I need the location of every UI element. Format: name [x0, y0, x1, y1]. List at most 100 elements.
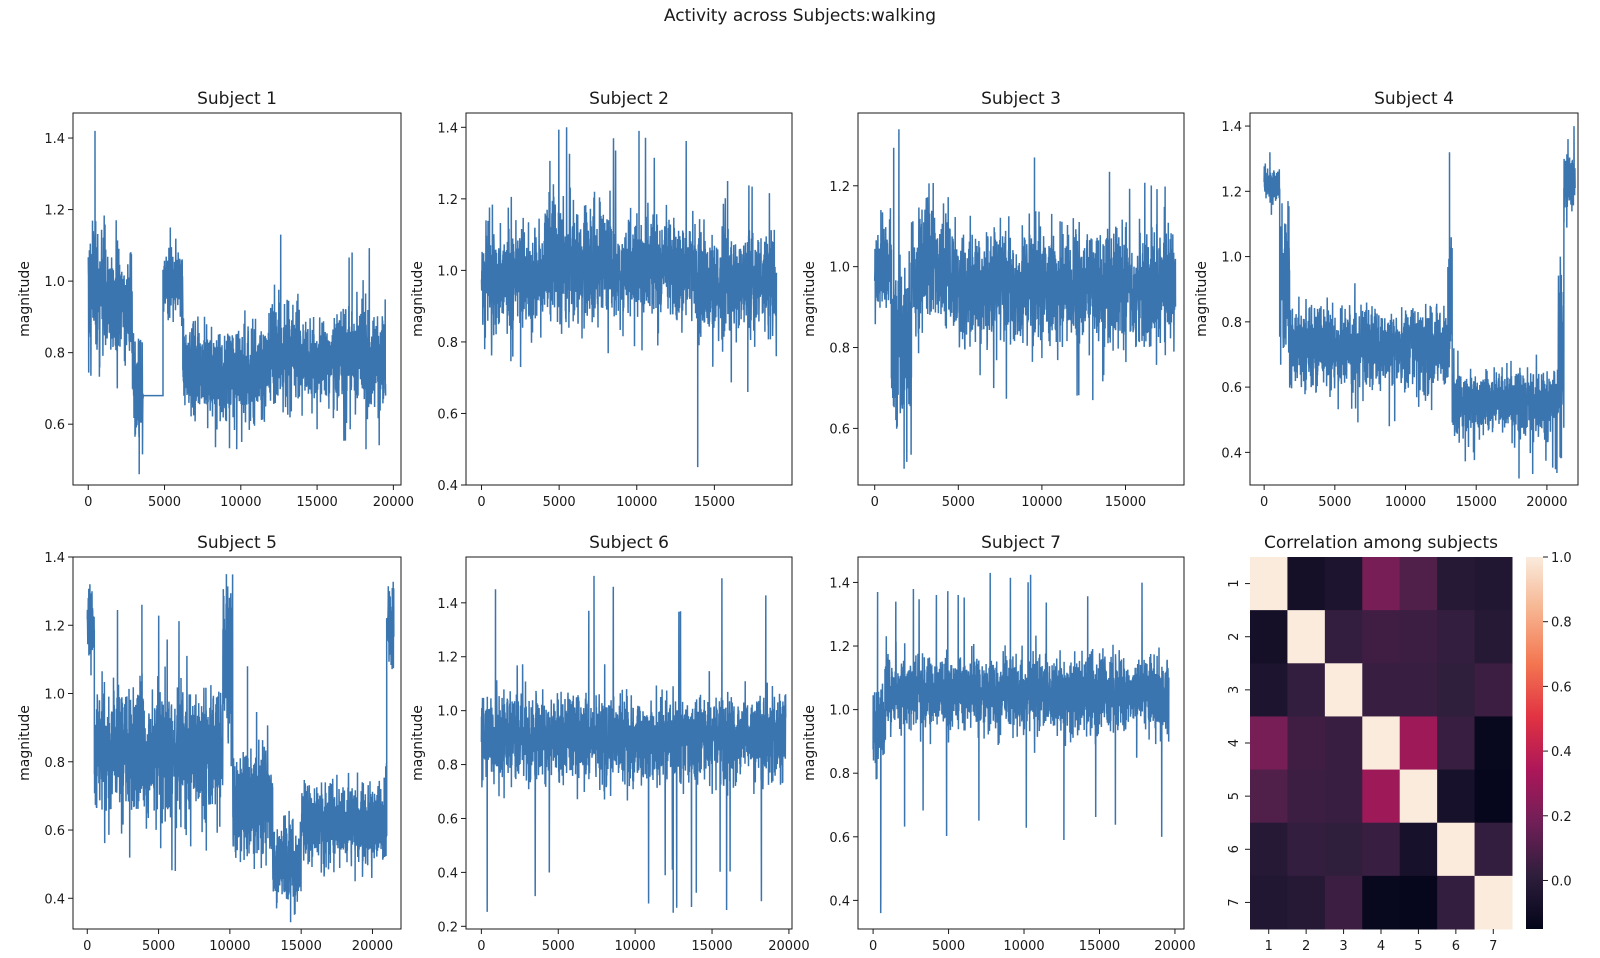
- axes-frame: [465, 112, 793, 486]
- subplot-title: Subject 3: [981, 89, 1061, 109]
- axes-frame: [857, 112, 1185, 486]
- heatmap-cell-1-1: [1250, 557, 1288, 611]
- y-tick-label: 0.4: [1221, 446, 1242, 461]
- heatmap-cell-2-3: [1324, 610, 1363, 664]
- axes-frame: [857, 556, 1185, 930]
- heatmap-cell-1-6: [1437, 557, 1476, 611]
- y-tick-label: 1: [1227, 579, 1242, 587]
- subplot-6: Subject 6 magnitude 0 5000 10000 15000 20000 0.…: [410, 533, 810, 954]
- colorbar-tick-label: 0.2: [1551, 810, 1572, 825]
- x-tick-label: 5000: [543, 495, 576, 510]
- x-tick-label: 2: [1302, 939, 1310, 954]
- heatmap-cell-5-5: [1399, 769, 1438, 824]
- heatmap-cell-1-5: [1399, 557, 1438, 611]
- heatmap-cell-4-1: [1250, 716, 1288, 771]
- subplot-title: Subject 5: [197, 533, 277, 553]
- heatmap-cell-1-7: [1474, 557, 1513, 611]
- heatmap-cell-6-1: [1250, 822, 1288, 877]
- colorbar: [1526, 557, 1543, 929]
- y-tick-label: 6: [1227, 845, 1242, 853]
- y-tick-label: 3: [1227, 686, 1242, 694]
- y-tick-label: 0.8: [437, 759, 458, 774]
- heatmap-cell-2-5: [1399, 610, 1438, 664]
- heatmap-cell-4-3: [1324, 716, 1363, 771]
- y-tick-label: 0.6: [829, 422, 850, 437]
- heatmap-cell-2-2: [1287, 610, 1326, 664]
- colorbar-tick-label: 0.8: [1551, 616, 1572, 631]
- y-tick-label: 1.0: [437, 264, 458, 279]
- figure-title: Activity across Subjects:walking: [664, 6, 936, 26]
- heatmap-cell-2-6: [1437, 610, 1476, 664]
- heatmap-cell-5-3: [1324, 769, 1363, 824]
- x-tick-label: 20000: [768, 939, 809, 954]
- y-tick-label: 0.4: [437, 866, 458, 881]
- heatmap-cell-4-4: [1362, 716, 1401, 771]
- series-line: [480, 127, 778, 468]
- y-tick-label: 1.0: [829, 704, 850, 719]
- y-tick-label: 0.6: [829, 831, 850, 846]
- x-tick-label: 0: [477, 495, 485, 510]
- heatmap-cell-7-4: [1362, 875, 1401, 930]
- y-tick-label: 0.8: [1221, 316, 1242, 331]
- heatmap-cell-3-6: [1437, 663, 1476, 717]
- heatmap-cell-4-6: [1437, 716, 1476, 771]
- x-tick-label: 15000: [1079, 939, 1120, 954]
- subplot-title: Subject 4: [1374, 89, 1454, 109]
- y-tick-label: 2: [1227, 633, 1242, 641]
- heatmap-cell-5-2: [1287, 769, 1326, 824]
- y-tick-label: 1.0: [437, 705, 458, 720]
- y-tick-label: 0.4: [829, 894, 850, 909]
- x-tick-label: 4: [1377, 939, 1385, 954]
- series-line: [1263, 126, 1576, 479]
- subplot-2: Subject 2 magnitude 0 5000 10000 15000 0.4 0.6 0…: [410, 89, 793, 510]
- y-axis-label: magnitude: [410, 261, 426, 337]
- y-tick-label: 1.0: [44, 275, 65, 290]
- y-tick-label: 0.6: [44, 824, 65, 839]
- x-tick-label: 0: [869, 939, 877, 954]
- x-tick-label: 6: [1452, 939, 1460, 954]
- x-tick-label: 10000: [1021, 495, 1062, 510]
- heatmap-cell-7-5: [1399, 875, 1438, 930]
- subplot-8: Correlation among subjects 1 1 2 2 3 3 4 4 5 5 6 6 7 7…: [1227, 533, 1572, 954]
- y-tick-label: 0.6: [437, 407, 458, 422]
- series-line: [873, 129, 1177, 469]
- series-line: [87, 130, 387, 475]
- subplot-7: Subject 7 magnitude 0 5000 10000 15000 20000 0.…: [802, 533, 1196, 954]
- heatmap-cell-5-6: [1437, 769, 1476, 824]
- y-tick-label: 1.0: [1221, 251, 1242, 266]
- y-tick-label: 1.2: [829, 640, 850, 655]
- x-tick-label: 5: [1414, 939, 1422, 954]
- subplot-3: Subject 3 magnitude 0 5000 10000 15000 0.6 0.8 1…: [802, 89, 1185, 510]
- y-tick-label: 1.2: [44, 619, 65, 634]
- subplot-1: Subject 1 magnitude 0 5000 10000 15000 20000 0.…: [17, 89, 414, 510]
- heatmap-cell-1-3: [1324, 557, 1363, 611]
- heatmap-cell-3-7: [1474, 663, 1513, 717]
- y-tick-label: 1.2: [437, 651, 458, 666]
- axes-frame: [72, 556, 402, 930]
- colorbar-tick-label: 0.6: [1551, 680, 1572, 695]
- y-tick-label: 0.8: [437, 336, 458, 351]
- y-tick-label: 1.2: [829, 180, 850, 195]
- x-tick-label: 10000: [614, 939, 655, 954]
- y-axis-label: magnitude: [1194, 261, 1210, 337]
- series-line: [872, 572, 1170, 914]
- heatmap-cell-3-3: [1324, 663, 1363, 717]
- heatmap-cell-2-4: [1362, 610, 1401, 664]
- x-tick-label: 0: [477, 939, 485, 954]
- x-tick-label: 10000: [616, 495, 657, 510]
- y-tick-label: 1.4: [437, 597, 458, 612]
- x-tick-label: 3: [1339, 939, 1347, 954]
- y-tick-label: 1.0: [44, 688, 65, 703]
- x-tick-label: 5000: [932, 939, 965, 954]
- x-tick-label: 0: [83, 939, 91, 954]
- y-tick-label: 1.2: [44, 204, 65, 219]
- y-tick-label: 1.0: [829, 261, 850, 276]
- heatmap-cell-3-5: [1399, 663, 1438, 717]
- heatmap-cell-6-7: [1474, 822, 1513, 877]
- heatmap-cell-5-4: [1362, 769, 1401, 824]
- x-tick-label: 7: [1489, 939, 1497, 954]
- y-tick-label: 7: [1227, 898, 1242, 906]
- y-tick-label: 1.2: [437, 193, 458, 208]
- x-tick-label: 10000: [1003, 939, 1044, 954]
